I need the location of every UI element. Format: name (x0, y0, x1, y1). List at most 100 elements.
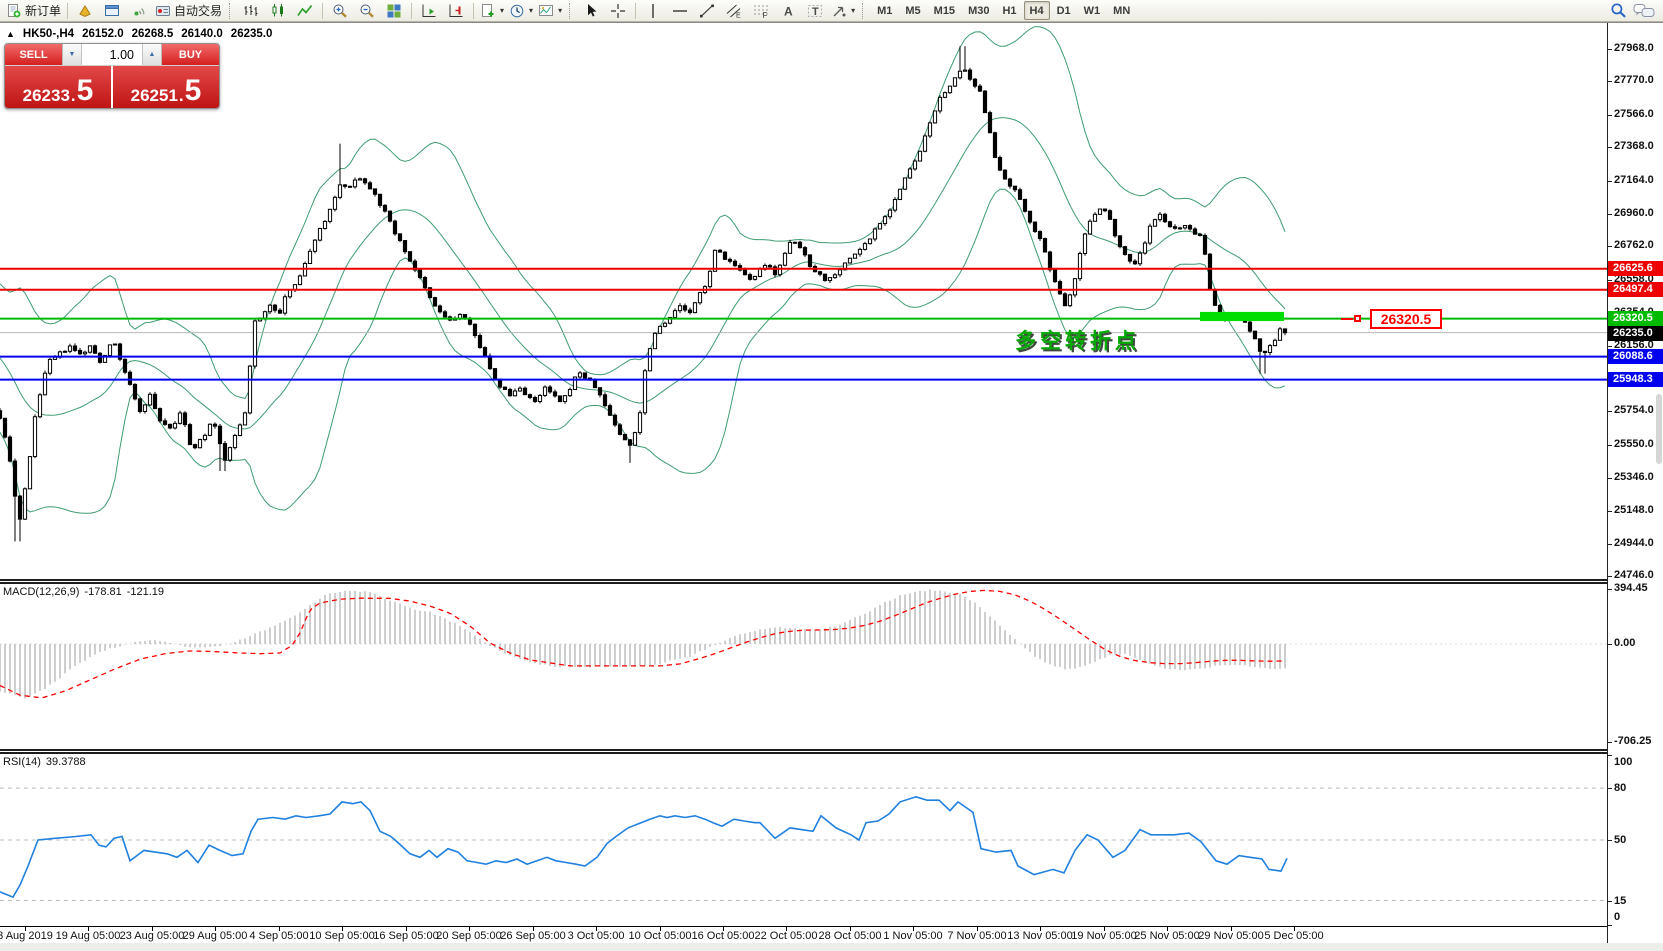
time-axis-tick (469, 927, 470, 931)
vertical-line-tool-button[interactable] (640, 1, 666, 21)
auto-scroll-icon (422, 4, 436, 17)
trendline-icon (700, 4, 714, 17)
sell-price-button[interactable]: 26233. 5 (5, 66, 111, 108)
volume-decrease-button[interactable]: ▼ (63, 44, 82, 65)
rsi-name: RSI(14) (3, 756, 41, 768)
sell-price-value: 26233 (22, 86, 70, 105)
chart-annotation-text[interactable]: 多空转折点 (1015, 330, 1140, 353)
toolbar-right-group (1610, 2, 1659, 19)
buy-price-button[interactable]: 26251. 5 (113, 66, 219, 108)
timeframe-button-D1[interactable]: D1 (1056, 4, 1071, 17)
current-price-tag: 26235.0 (1608, 326, 1663, 341)
highlight-rectangle[interactable] (1200, 311, 1284, 322)
price-axis-label: 25754.0 (1614, 404, 1654, 416)
symbol-info: ▲ HK50-,H4 26152.0 26268.5 26140.0 26235… (6, 28, 272, 40)
candlestick-mode-button[interactable] (265, 1, 291, 21)
time-axis-tick (596, 927, 597, 931)
arrows-icon (833, 6, 846, 16)
chat-icon[interactable] (1633, 2, 1655, 19)
main-chart-canvas[interactable] (0, 23, 1607, 579)
price-axis-label: 24746.0 (1614, 569, 1654, 581)
crosshair-tool-button[interactable] (605, 1, 631, 21)
auto-scroll-button[interactable] (416, 1, 442, 21)
timeframe-button-MN[interactable]: MN (1113, 4, 1131, 17)
ohlc-low: 26140.0 (181, 28, 223, 40)
price-axis-tick (1608, 544, 1612, 545)
rsi-pane-canvas[interactable] (0, 754, 1607, 926)
macd-axis-label: 0.00 (1614, 637, 1636, 649)
text-label-tool-button[interactable]: T (802, 1, 828, 21)
timeframe-button-W1[interactable]: W1 (1083, 4, 1101, 17)
macd-pane-canvas[interactable] (0, 584, 1607, 749)
template-button[interactable]: ▾ (536, 1, 564, 21)
new-chart-button[interactable]: ▾ (478, 1, 506, 21)
search-icon[interactable] (1610, 2, 1627, 19)
time-axis-label: 4 Sep 05:00 (249, 930, 309, 942)
time-axis-tick (1104, 927, 1105, 931)
volume-increase-button[interactable]: ▲ (142, 44, 161, 65)
volume-input[interactable]: 1.00 (82, 44, 142, 65)
chart-shift-button[interactable] (443, 1, 469, 21)
cursor-tool-button[interactable] (578, 1, 604, 21)
time-axis[interactable]: 3 Aug 2019 19 Aug 05:00 23 Aug 05:00 29 Aug… (0, 926, 1663, 943)
price-axis[interactable]: 27968.0 27770.0 27566.0 27368.0 27164.0 26960… (1607, 23, 1663, 943)
fibonacci-tool-button[interactable]: F (748, 1, 774, 21)
pane-separator[interactable] (0, 579, 1663, 584)
toolbar-grip (569, 2, 573, 19)
bar-chart-mode-button[interactable] (238, 1, 264, 21)
time-axis-label: 29 Aug 05:00 (182, 930, 248, 942)
metaeditor-button[interactable] (72, 1, 98, 21)
timeframe-button-M1[interactable]: M1 (877, 4, 893, 17)
market-window-button[interactable] (99, 1, 125, 21)
time-axis-tick (786, 927, 787, 931)
toolbar-separator (67, 2, 69, 19)
line-chart-icon (297, 4, 313, 16)
text-tool-button[interactable]: A (775, 1, 801, 21)
rsi-indicator-label: RSI(14) 39.3788 (3, 756, 91, 768)
trendline-tool-button[interactable] (694, 1, 720, 21)
line-chart-mode-button[interactable] (292, 1, 318, 21)
rsi-line (0, 795, 1288, 899)
timeframe-button-M30[interactable]: M30 (968, 4, 990, 17)
auto-trading-icon (156, 5, 171, 16)
buy-button[interactable]: BUY (162, 44, 219, 65)
new-order-button[interactable]: 新订单 (4, 1, 63, 21)
chart-collapse-icon[interactable]: ▲ (6, 29, 15, 39)
arrows-tool-button[interactable]: ▾ (829, 1, 857, 21)
time-axis-tick (913, 927, 914, 931)
time-axis-tick (723, 927, 724, 931)
timeframe-button-H1[interactable]: H1 (1002, 4, 1017, 17)
time-axis-tick (977, 927, 978, 931)
rsi-axis-label: 100 (1614, 756, 1633, 768)
price-tag-label[interactable]: 26320.5 (1370, 309, 1442, 329)
price-axis-label: 27566.0 (1614, 108, 1654, 120)
time-axis-label: 29 Nov 05:00 (1198, 930, 1264, 942)
zoom-in-icon (333, 4, 347, 18)
period-button[interactable]: ▾ (507, 1, 535, 21)
zoom-in-button[interactable] (327, 1, 353, 21)
window-icon (105, 4, 120, 16)
rsi-axis-tick (1608, 755, 1612, 756)
price-axis-tick (1608, 181, 1612, 182)
zoom-out-button[interactable] (354, 1, 380, 21)
time-axis-label: 20 Sep 05:00 (436, 930, 502, 942)
pane-separator[interactable] (0, 749, 1663, 754)
channel-tool-button[interactable]: E (721, 1, 747, 21)
sell-button[interactable]: SELL (5, 44, 62, 65)
tile-windows-icon (387, 4, 401, 17)
timeframe-button-M15[interactable]: M15 (933, 4, 956, 17)
tile-windows-button[interactable] (381, 1, 407, 21)
horizontal-line-tool-button[interactable] (667, 1, 693, 21)
time-axis-tick (406, 927, 407, 931)
hlines-layer[interactable] (0, 267, 1607, 381)
time-axis-label: 10 Sep 05:00 (309, 930, 375, 942)
time-axis-tick (1040, 927, 1041, 931)
svg-text:A: A (784, 4, 793, 18)
axis-scrollbar-thumb[interactable] (1656, 394, 1662, 464)
auto-trading-button[interactable]: 自动交易 (153, 1, 224, 21)
time-axis-label: 26 Sep 05:00 (500, 930, 566, 942)
timeframe-button-M5[interactable]: M5 (905, 4, 921, 17)
price-tag-anchor[interactable] (1354, 315, 1361, 322)
signals-button[interactable] (126, 1, 152, 21)
timeframe-button-H4[interactable]: H4 (1023, 1, 1050, 20)
